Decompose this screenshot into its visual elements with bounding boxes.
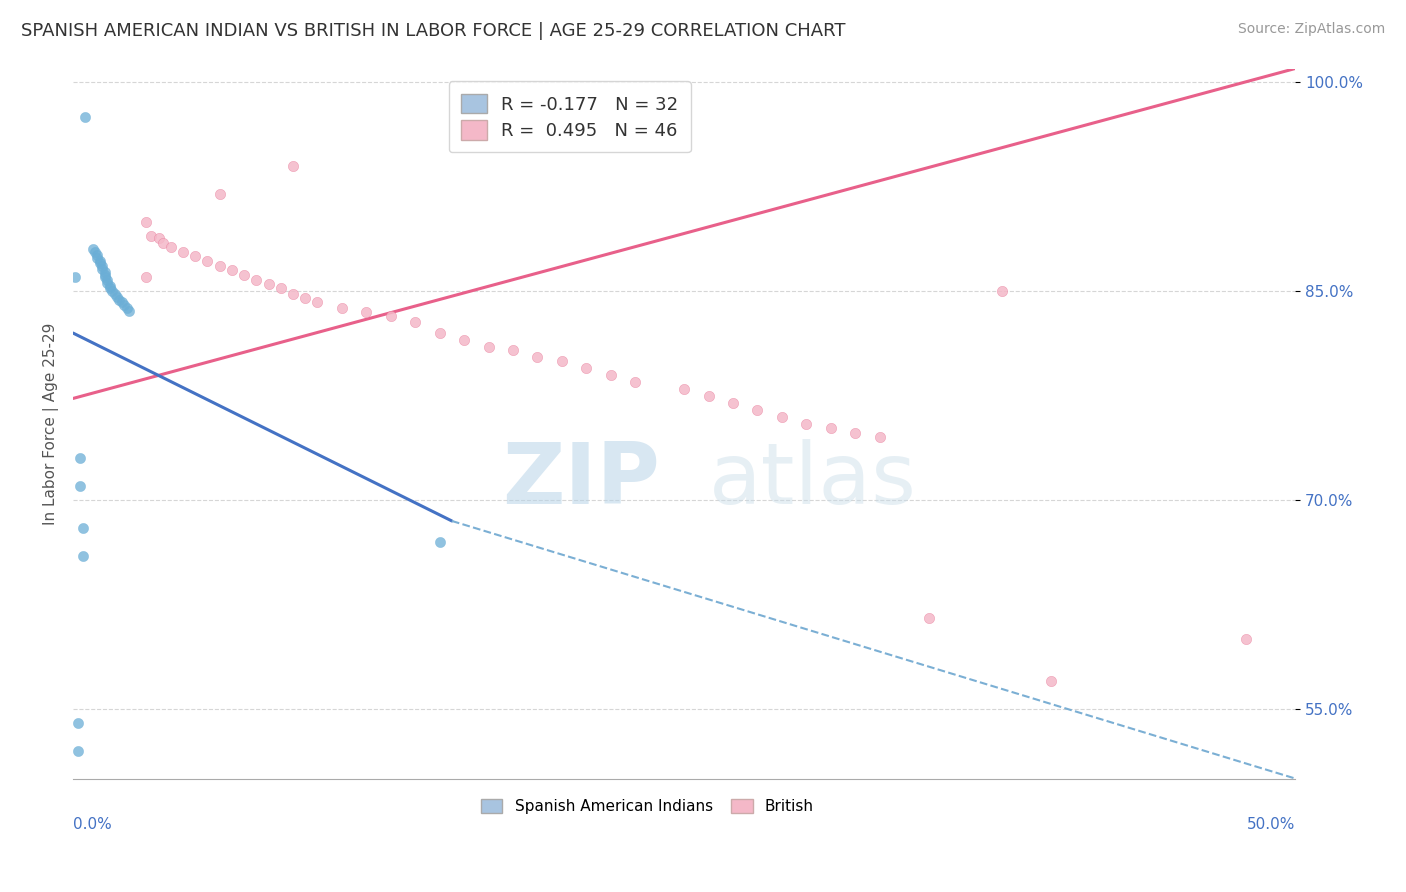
Point — [105, 290, 128, 304]
Point — [89, 253, 111, 268]
Point — [82, 243, 104, 257]
Point — [575, 360, 598, 375]
Point — [86, 248, 108, 262]
Point — [118, 303, 141, 318]
Point — [281, 159, 304, 173]
Point — [89, 256, 111, 270]
Point — [112, 298, 135, 312]
Text: 50.0%: 50.0% — [1247, 817, 1295, 832]
Point — [135, 214, 157, 228]
Point — [869, 430, 891, 444]
Point — [84, 245, 107, 260]
Point — [197, 253, 219, 268]
Point — [75, 110, 97, 124]
Point — [917, 611, 939, 625]
Text: atlas: atlas — [709, 439, 917, 522]
Point — [108, 293, 131, 307]
Point — [307, 295, 329, 310]
Point — [429, 534, 451, 549]
Point — [98, 281, 121, 295]
Point — [477, 340, 499, 354]
Text: Source: ZipAtlas.com: Source: ZipAtlas.com — [1237, 22, 1385, 37]
Point — [72, 521, 94, 535]
Point — [991, 285, 1014, 299]
Legend: Spanish American Indians, British: Spanish American Indians, British — [475, 793, 820, 821]
Point — [91, 259, 114, 273]
Point — [141, 228, 163, 243]
Point — [148, 231, 170, 245]
Point — [94, 268, 117, 282]
Point — [94, 265, 117, 279]
Point — [66, 744, 89, 758]
Point — [233, 268, 256, 282]
Point — [257, 277, 280, 292]
Point — [135, 270, 157, 285]
Point — [111, 295, 134, 310]
Point — [380, 310, 402, 324]
Point — [208, 186, 231, 201]
Point — [330, 301, 353, 315]
Point — [159, 240, 181, 254]
Point — [221, 263, 243, 277]
Point — [152, 235, 174, 250]
Point — [270, 281, 292, 295]
Point — [844, 426, 866, 441]
Point — [96, 273, 118, 287]
Point — [91, 262, 114, 277]
Point — [96, 276, 118, 290]
Point — [747, 402, 769, 417]
Point — [697, 389, 720, 403]
Point — [673, 382, 696, 396]
Text: ZIP: ZIP — [502, 439, 659, 522]
Point — [65, 270, 87, 285]
Point — [101, 285, 124, 299]
Point — [1234, 632, 1257, 647]
Point — [1039, 674, 1062, 689]
Point — [721, 395, 744, 409]
Point — [69, 451, 91, 466]
Y-axis label: In Labor Force | Age 25-29: In Labor Force | Age 25-29 — [44, 322, 59, 524]
Point — [94, 270, 117, 285]
Point — [404, 315, 426, 329]
Point — [208, 259, 231, 273]
Point — [820, 420, 842, 434]
Point — [294, 291, 316, 305]
Point — [115, 301, 138, 315]
Text: 0.0%: 0.0% — [73, 817, 111, 832]
Point — [770, 409, 793, 424]
Point — [429, 326, 451, 340]
Point — [184, 250, 207, 264]
Point — [453, 333, 475, 347]
Point — [66, 715, 89, 730]
Point — [103, 287, 125, 301]
Point — [794, 417, 817, 431]
Point — [245, 273, 267, 287]
Point — [86, 251, 108, 265]
Point — [526, 350, 548, 364]
Point — [98, 278, 121, 293]
Point — [172, 245, 194, 260]
Point — [356, 305, 378, 319]
Point — [281, 287, 304, 301]
Point — [69, 479, 91, 493]
Point — [599, 368, 621, 382]
Point — [624, 375, 647, 389]
Point — [72, 549, 94, 563]
Point — [502, 343, 524, 357]
Point — [551, 354, 574, 368]
Text: SPANISH AMERICAN INDIAN VS BRITISH IN LABOR FORCE | AGE 25-29 CORRELATION CHART: SPANISH AMERICAN INDIAN VS BRITISH IN LA… — [21, 22, 845, 40]
